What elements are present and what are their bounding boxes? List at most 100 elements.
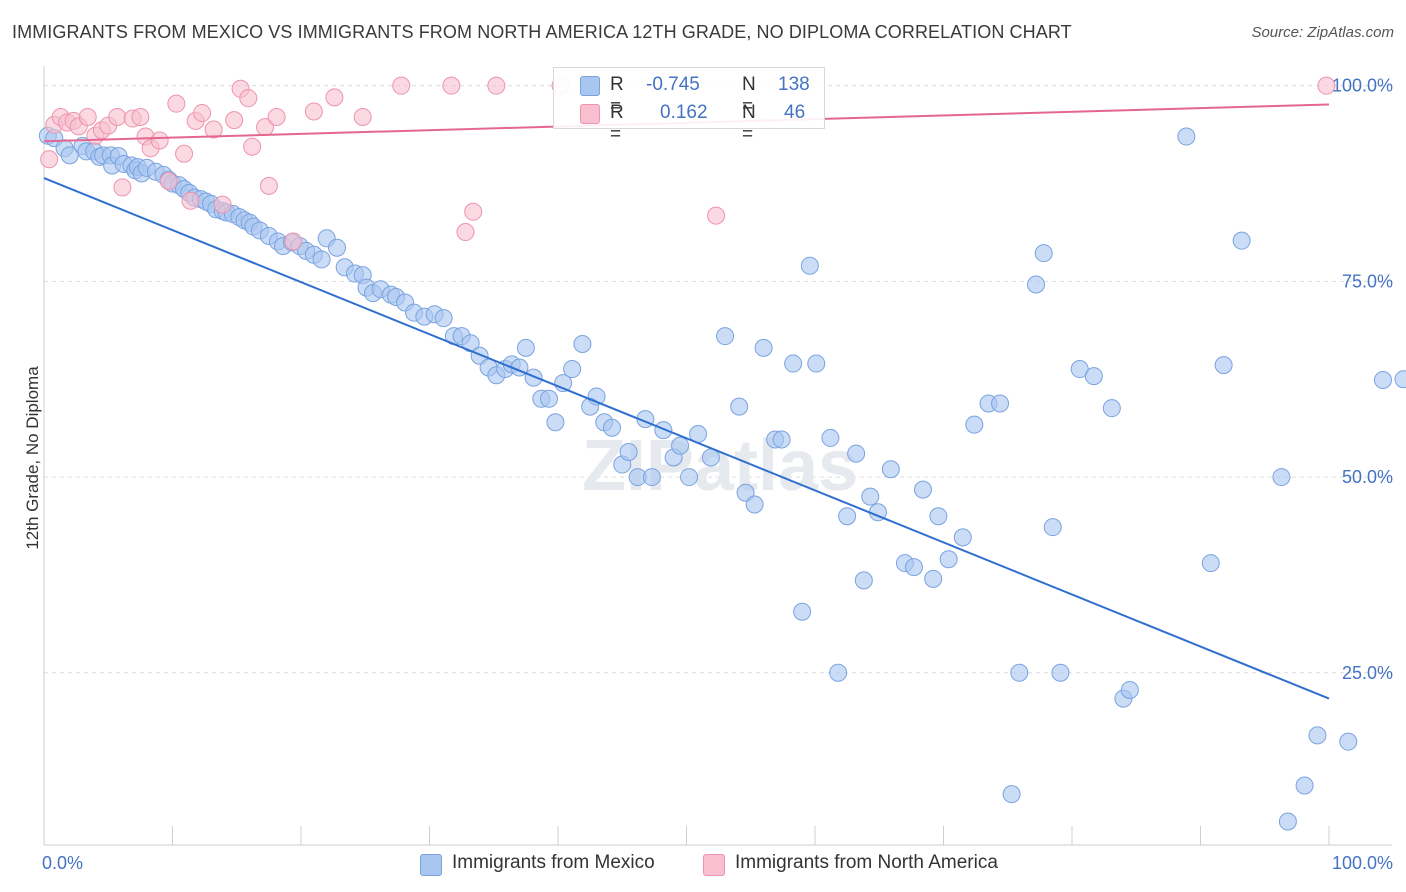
mexico-point bbox=[829, 663, 848, 682]
trend-line-mexico bbox=[43, 177, 1330, 700]
mexico-point bbox=[671, 436, 690, 455]
mexico-point bbox=[821, 428, 840, 447]
north-america-point bbox=[259, 176, 278, 195]
mexico-point bbox=[1278, 812, 1297, 831]
north-america-point bbox=[204, 120, 223, 139]
mexico-point bbox=[784, 354, 803, 373]
legend-label-mexico: Immigrants from Mexico bbox=[452, 852, 655, 873]
y-tick-label: 25.0% bbox=[1342, 663, 1393, 683]
mexico-point bbox=[1214, 356, 1233, 375]
north-america-point bbox=[150, 131, 169, 150]
north-america-point bbox=[113, 178, 132, 197]
north-america-point bbox=[353, 107, 372, 126]
mexico-point bbox=[1027, 275, 1046, 294]
mexico-point bbox=[838, 507, 857, 526]
mexico-point bbox=[1201, 554, 1220, 573]
north-america-legend-swatch bbox=[703, 854, 725, 876]
mexico-point bbox=[854, 571, 873, 590]
mexico-point bbox=[730, 397, 749, 416]
north-america-point bbox=[487, 76, 506, 95]
n-value: 46 bbox=[784, 102, 806, 123]
correlation-legend: R = -0.745 N = 138 R = 0.162 N = 46 bbox=[553, 67, 825, 145]
r-label: R = bbox=[610, 102, 624, 145]
north-america-point bbox=[325, 88, 344, 107]
mexico-point bbox=[861, 487, 880, 506]
mexico-point bbox=[847, 444, 866, 463]
series-north-america-points bbox=[40, 76, 1336, 251]
north-america-point bbox=[442, 76, 461, 95]
mexico-point bbox=[772, 430, 791, 449]
r-label: R = bbox=[610, 74, 624, 117]
north-america-point bbox=[40, 150, 59, 169]
mexico-point bbox=[1339, 732, 1358, 751]
n-label: N = bbox=[742, 74, 756, 117]
tick-labels: 25.0% 50.0% 75.0% 100.0% 0.0% 100.0% bbox=[42, 76, 1393, 873]
mexico-point bbox=[793, 602, 812, 621]
axes bbox=[43, 66, 1392, 846]
mexico-point bbox=[546, 413, 565, 432]
mexico-point bbox=[602, 418, 621, 437]
grid-lines bbox=[44, 85, 1392, 674]
mexico-point bbox=[434, 309, 453, 328]
mexico-point bbox=[680, 468, 699, 487]
north-america-point bbox=[213, 195, 232, 214]
mexico-point bbox=[540, 389, 559, 408]
north-america-point bbox=[707, 206, 726, 225]
trend-lines bbox=[43, 103, 1330, 700]
mexico-point bbox=[1308, 726, 1327, 745]
mexico-point bbox=[716, 327, 735, 346]
legend-label-north-america: Immigrants from North America bbox=[735, 852, 998, 873]
x-tick-label: 100.0% bbox=[1332, 853, 1393, 873]
north-america-point bbox=[456, 223, 475, 242]
north-america-point bbox=[108, 107, 127, 126]
north-america-point bbox=[181, 191, 200, 210]
mexico-point bbox=[939, 550, 958, 569]
mexico-point bbox=[1394, 370, 1406, 389]
mexico-point bbox=[60, 146, 79, 165]
mexico-point bbox=[807, 354, 826, 373]
north-america-swatch bbox=[580, 104, 600, 124]
mexico-point bbox=[563, 360, 582, 379]
north-america-point bbox=[304, 102, 323, 121]
mexico-point bbox=[800, 256, 819, 275]
mexico-point bbox=[991, 394, 1010, 413]
mexico-point bbox=[573, 334, 592, 353]
mexico-point bbox=[312, 250, 331, 269]
mexico-point bbox=[654, 421, 673, 440]
north-america-point bbox=[193, 104, 212, 123]
x-tick-label: 0.0% bbox=[42, 853, 83, 873]
mexico-point bbox=[1084, 367, 1103, 386]
mexico-point bbox=[1034, 244, 1053, 263]
r-value: -0.745 bbox=[646, 74, 700, 95]
y-tick-label: 100.0% bbox=[1332, 76, 1393, 96]
mexico-point bbox=[929, 507, 948, 526]
mexico-point bbox=[1295, 776, 1314, 795]
north-america-point bbox=[239, 89, 258, 108]
mexico-point bbox=[1010, 663, 1029, 682]
mexico-legend-swatch bbox=[420, 854, 442, 876]
north-america-point bbox=[464, 202, 483, 221]
mexico-point bbox=[1070, 360, 1089, 379]
north-america-point bbox=[167, 94, 186, 113]
mexico-swatch bbox=[580, 76, 600, 96]
mexico-point bbox=[913, 480, 932, 499]
mexico-point bbox=[745, 495, 764, 514]
mexico-point bbox=[1232, 231, 1251, 250]
mexico-point bbox=[1102, 399, 1121, 418]
north-america-point bbox=[175, 144, 194, 163]
y-tick-label: 75.0% bbox=[1342, 271, 1393, 291]
mexico-point bbox=[642, 468, 661, 487]
north-america-point bbox=[159, 172, 178, 191]
mexico-point bbox=[619, 443, 638, 462]
north-america-point bbox=[267, 107, 286, 126]
mexico-point bbox=[1043, 518, 1062, 537]
r-value: 0.162 bbox=[660, 102, 708, 123]
north-america-point bbox=[225, 111, 244, 130]
mexico-point bbox=[904, 558, 923, 577]
y-tick-label: 50.0% bbox=[1342, 467, 1393, 487]
mexico-point bbox=[924, 569, 943, 588]
mexico-point bbox=[1002, 785, 1021, 804]
n-label: N = bbox=[742, 102, 756, 145]
mexico-point bbox=[953, 528, 972, 547]
